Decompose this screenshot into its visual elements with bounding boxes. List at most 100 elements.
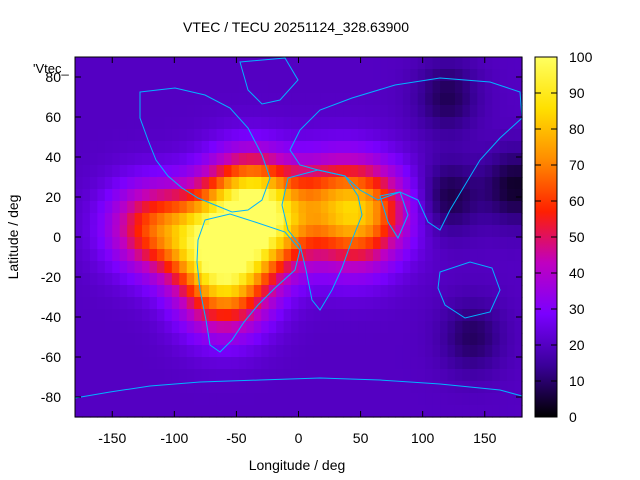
heatmap-cell — [313, 285, 322, 298]
heatmap-cell — [298, 201, 307, 214]
heatmap-cell — [335, 165, 344, 178]
heatmap-cell — [216, 189, 225, 202]
heatmap-cell — [305, 93, 314, 106]
heatmap-cell — [417, 393, 426, 406]
x-axis-ticks: -150 -100 -50 0 50 100 150 — [98, 57, 497, 446]
heatmap-cell — [119, 309, 128, 322]
heatmap-cell — [499, 345, 508, 358]
heatmap-cell — [499, 297, 508, 310]
heatmap-cell — [320, 105, 329, 118]
heatmap-cell — [492, 69, 501, 82]
colorbar-tick-label: 60 — [569, 193, 585, 209]
heatmap-cell — [417, 189, 426, 202]
heatmap-cell — [328, 141, 337, 154]
heatmap-cell — [82, 393, 91, 406]
heatmap-cell — [276, 405, 285, 418]
heatmap-cell — [335, 261, 344, 274]
heatmap-cell — [432, 357, 441, 370]
heatmap-cell — [238, 285, 247, 298]
heatmap-cell — [268, 213, 277, 226]
heatmap-cell — [328, 381, 337, 394]
heatmap-cell — [454, 213, 463, 226]
heatmap-cell — [387, 309, 396, 322]
heatmap-cell — [119, 141, 128, 154]
heatmap-cell — [134, 165, 143, 178]
heatmap-cell — [373, 393, 382, 406]
heatmap-cell — [104, 237, 113, 250]
heatmap-cell — [514, 129, 523, 142]
heatmap-cell — [350, 165, 359, 178]
heatmap-cell — [142, 381, 151, 394]
heatmap-cell — [112, 225, 121, 238]
heatmap-cell — [209, 273, 218, 286]
heatmap-cell — [134, 177, 143, 190]
heatmap-cell — [179, 405, 188, 418]
heatmap-cell — [373, 177, 382, 190]
heatmap-cell — [171, 57, 180, 70]
heatmap-cell — [156, 81, 165, 94]
heatmap-cell — [224, 309, 233, 322]
heatmap-cell — [380, 69, 389, 82]
heatmap-cell — [507, 333, 516, 346]
heatmap-cell — [477, 81, 486, 94]
heatmap-cell — [231, 345, 240, 358]
heatmap-cell — [238, 117, 247, 130]
heatmap-cell — [209, 309, 218, 322]
heatmap-cell — [417, 249, 426, 262]
heatmap-cell — [328, 393, 337, 406]
heatmap-cell — [373, 141, 382, 154]
heatmap-cell — [335, 381, 344, 394]
heatmap-cell — [432, 237, 441, 250]
heatmap-cell — [142, 105, 151, 118]
heatmap-cell — [179, 273, 188, 286]
heatmap-cell — [231, 153, 240, 166]
heatmap-cell — [507, 81, 516, 94]
heatmap-cell — [119, 81, 128, 94]
heatmap-cell — [298, 321, 307, 334]
heatmap-cell — [149, 237, 158, 250]
heatmap-cell — [142, 369, 151, 382]
heatmap-cell — [454, 393, 463, 406]
heatmap-cell — [492, 177, 501, 190]
heatmap-cell — [216, 261, 225, 274]
heatmap-cell — [216, 213, 225, 226]
heatmap-cell — [425, 81, 434, 94]
heatmap-cell — [402, 201, 411, 214]
heatmap-cell — [201, 297, 210, 310]
heatmap-cell — [209, 333, 218, 346]
heatmap-cell — [127, 381, 136, 394]
heatmap-cell — [209, 213, 218, 226]
heatmap-cell — [507, 237, 516, 250]
heatmap-cell — [276, 357, 285, 370]
heatmap-cell — [402, 273, 411, 286]
heatmap-cell — [261, 201, 270, 214]
x-tick-label: 50 — [353, 430, 369, 446]
heatmap-cell — [365, 261, 374, 274]
heatmap-cell — [149, 57, 158, 70]
heatmap-cell — [164, 357, 173, 370]
heatmap-cell — [454, 225, 463, 238]
heatmap-cell — [216, 309, 225, 322]
heatmap-cell — [402, 297, 411, 310]
heatmap-cell — [380, 333, 389, 346]
heatmap-cell — [305, 369, 314, 382]
heatmap-cell — [97, 285, 106, 298]
heatmap-cell — [365, 309, 374, 322]
heatmap-cell — [276, 177, 285, 190]
heatmap-cell — [127, 237, 136, 250]
heatmap-cell — [276, 249, 285, 262]
heatmap-cell — [186, 321, 195, 334]
heatmap-cell — [194, 81, 203, 94]
heatmap-cell — [358, 69, 367, 82]
heatmap-cell — [402, 357, 411, 370]
heatmap-cell — [209, 117, 218, 130]
heatmap-cell — [514, 213, 523, 226]
heatmap-cell — [149, 369, 158, 382]
heatmap-cell — [164, 225, 173, 238]
heatmap-cell — [224, 333, 233, 346]
heatmap-cell — [171, 165, 180, 178]
heatmap-cell — [380, 105, 389, 118]
heatmap-cell — [89, 225, 98, 238]
heatmap-cell — [447, 261, 456, 274]
heatmap-cell — [82, 69, 91, 82]
